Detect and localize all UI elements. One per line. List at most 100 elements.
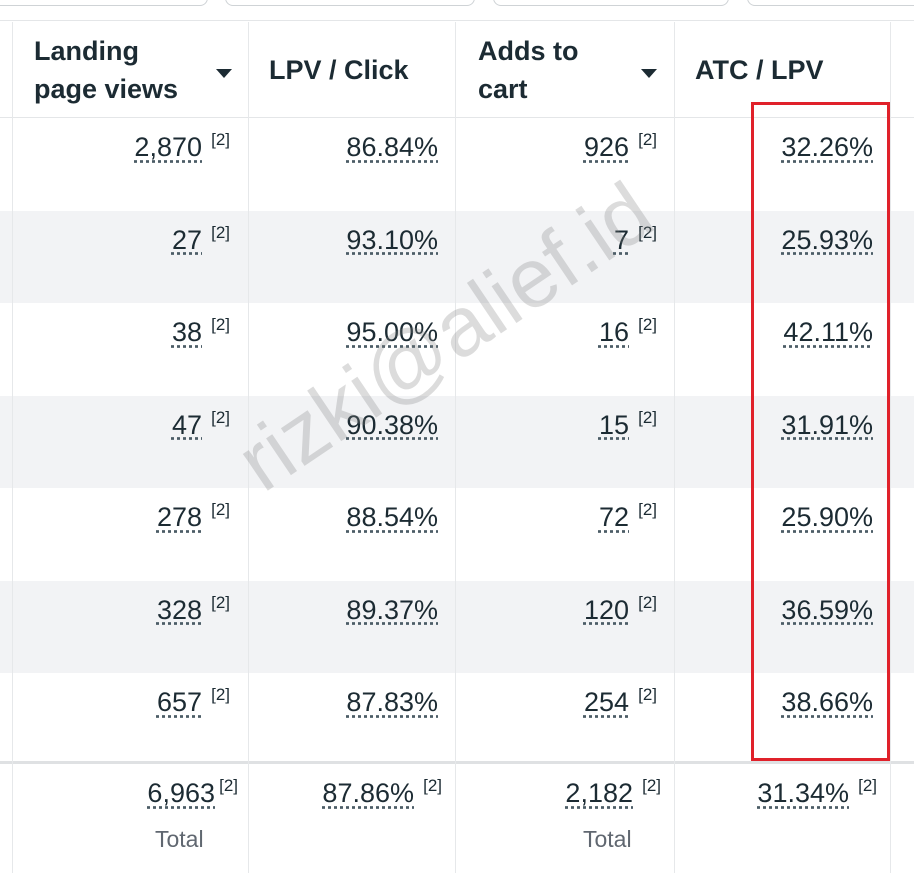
table-row: 27 [2] 93.10% 7 [2] 25.93% — [0, 210, 914, 303]
cell-value[interactable]: 88.54% — [346, 502, 438, 532]
filter-pill[interactable] — [493, 0, 729, 6]
total-label: Total — [583, 826, 632, 852]
cell-value[interactable]: 25.90% — [781, 502, 873, 532]
column-header-label: ATC / LPV — [695, 54, 824, 85]
cell-value[interactable]: 86.84% — [346, 132, 438, 162]
cell-value[interactable]: 657 — [156, 687, 202, 717]
table-cell: 2,870 [2] — [12, 118, 248, 210]
table-cell: 86.84% — [249, 118, 455, 210]
sort-caret-icon[interactable] — [216, 69, 232, 78]
table-row: 278 [2] 88.54% 72 [2] 25.90% — [0, 488, 914, 580]
table-cell: 47 [2] — [12, 396, 248, 488]
footnote-marker: [2] — [638, 407, 657, 427]
cell-value[interactable]: 72 — [598, 502, 629, 532]
cell-value[interactable]: 32.26% — [781, 132, 873, 162]
cell-value[interactable]: 926 — [583, 132, 629, 162]
cell-value[interactable]: 15 — [598, 409, 629, 440]
total-value[interactable]: 31.34% — [757, 778, 849, 808]
cell-value[interactable]: 27 — [171, 224, 202, 255]
cell-value[interactable]: 47 — [171, 409, 202, 440]
cell-value[interactable]: 38.66% — [781, 687, 873, 717]
column-header-lpv-click[interactable]: LPV / Click — [249, 22, 455, 117]
cell-value[interactable]: 278 — [156, 502, 202, 532]
table-cell: 87.83% — [249, 673, 455, 765]
table-cell: 254 [2] — [456, 673, 674, 765]
total-cell-lpv-click: 87.86% [2] — [249, 764, 455, 876]
column-header-label: Landing page views — [34, 35, 179, 104]
footnote-marker: [2] — [211, 315, 230, 334]
table-cell: 36.59% — [675, 581, 890, 673]
cell-value[interactable]: 31.91% — [781, 409, 873, 440]
cell-value[interactable]: 7 — [613, 224, 629, 255]
filter-bar — [0, 0, 914, 21]
cell-value[interactable]: 328 — [156, 594, 202, 625]
table-cell: 31.91% — [675, 396, 890, 488]
cell-value[interactable]: 90.38% — [346, 409, 438, 440]
total-value[interactable]: 6,963 — [147, 778, 215, 808]
cell-value[interactable]: 93.10% — [346, 224, 438, 255]
footnote-marker: [2] — [211, 130, 230, 149]
table-cell: 27 [2] — [12, 211, 248, 303]
table-row: 47 [2] 90.38% 15 [2] 31.91% — [0, 395, 914, 488]
table-cell: 926 [2] — [456, 118, 674, 210]
cell-value[interactable]: 42.11% — [783, 317, 873, 347]
column-divider — [12, 22, 13, 873]
total-cell-atc: 2,182 [2] Total — [456, 764, 674, 876]
table-header: Landing page views LPV / Click Adds to c… — [0, 22, 914, 118]
filter-pill[interactable] — [0, 0, 208, 6]
footnote-marker: [2] — [219, 776, 238, 795]
column-header-landing-page-views[interactable]: Landing page views — [12, 22, 248, 117]
cell-value[interactable]: 36.59% — [781, 594, 873, 625]
table-cell: 88.54% — [249, 488, 455, 580]
cell-value[interactable]: 2,870 — [134, 132, 202, 162]
footnote-marker: [2] — [211, 222, 230, 242]
table-cell: 16 [2] — [456, 303, 674, 395]
cell-value[interactable]: 89.37% — [346, 594, 438, 625]
table-cell: 38 [2] — [12, 303, 248, 395]
column-divider — [674, 22, 675, 873]
table-cell: 95.00% — [249, 303, 455, 395]
cell-value[interactable]: 16 — [598, 317, 629, 347]
cell-value[interactable]: 25.93% — [781, 224, 873, 255]
table-cell: 89.37% — [249, 581, 455, 673]
table-cell: 72 [2] — [456, 488, 674, 580]
footnote-marker: [2] — [211, 685, 230, 704]
cell-value[interactable]: 38 — [171, 317, 202, 347]
column-header-atc-lpv[interactable]: ATC / LPV — [675, 22, 890, 117]
table-cell: 7 [2] — [456, 211, 674, 303]
filter-pill[interactable] — [225, 0, 475, 6]
total-label: Total — [155, 826, 204, 852]
table-cell: 25.90% — [675, 488, 890, 580]
table-row: 2,870 [2] 86.84% 926 [2] 32.26% — [0, 118, 914, 210]
total-value[interactable]: 87.86% — [322, 778, 414, 808]
table-cell: 657 [2] — [12, 673, 248, 765]
footnote-marker: [2] — [638, 500, 657, 519]
totals-row: 6,963 [2] Total 87.86% [2] 2,182 [2] Tot… — [0, 761, 914, 876]
total-cell-atc-lpv: 31.34% [2] — [675, 764, 890, 876]
total-value[interactable]: 2,182 — [565, 778, 633, 808]
footnote-marker: [2] — [638, 130, 657, 149]
footnote-marker: [2] — [211, 592, 230, 612]
table-cell: 90.38% — [249, 396, 455, 488]
total-cell-lpv: 6,963 [2] Total — [12, 764, 248, 876]
table-row: 657 [2] 87.83% 254 [2] 38.66% — [0, 673, 914, 765]
footnote-marker: [2] — [211, 500, 230, 519]
footnote-marker: [2] — [211, 407, 230, 427]
table-cell: 120 [2] — [456, 581, 674, 673]
cell-value[interactable]: 95.00% — [346, 317, 438, 347]
footnote-marker: [2] — [638, 315, 657, 334]
cell-value[interactable]: 254 — [583, 687, 629, 717]
cell-value[interactable]: 87.83% — [346, 687, 438, 717]
column-header-adds-to-cart[interactable]: Adds to cart — [456, 22, 674, 117]
footnote-marker: [2] — [638, 685, 657, 704]
column-divider — [455, 22, 456, 873]
column-divider — [248, 22, 249, 873]
table-cell: 25.93% — [675, 211, 890, 303]
footnote-marker: [2] — [638, 592, 657, 612]
filter-pill[interactable] — [747, 0, 914, 6]
cell-value[interactable]: 120 — [583, 594, 629, 625]
table-row: 38 [2] 95.00% 16 [2] 42.11% — [0, 303, 914, 395]
table-cell: 38.66% — [675, 673, 890, 765]
metrics-table: Landing page views LPV / Click Adds to c… — [0, 22, 914, 876]
sort-caret-icon[interactable] — [641, 69, 657, 78]
